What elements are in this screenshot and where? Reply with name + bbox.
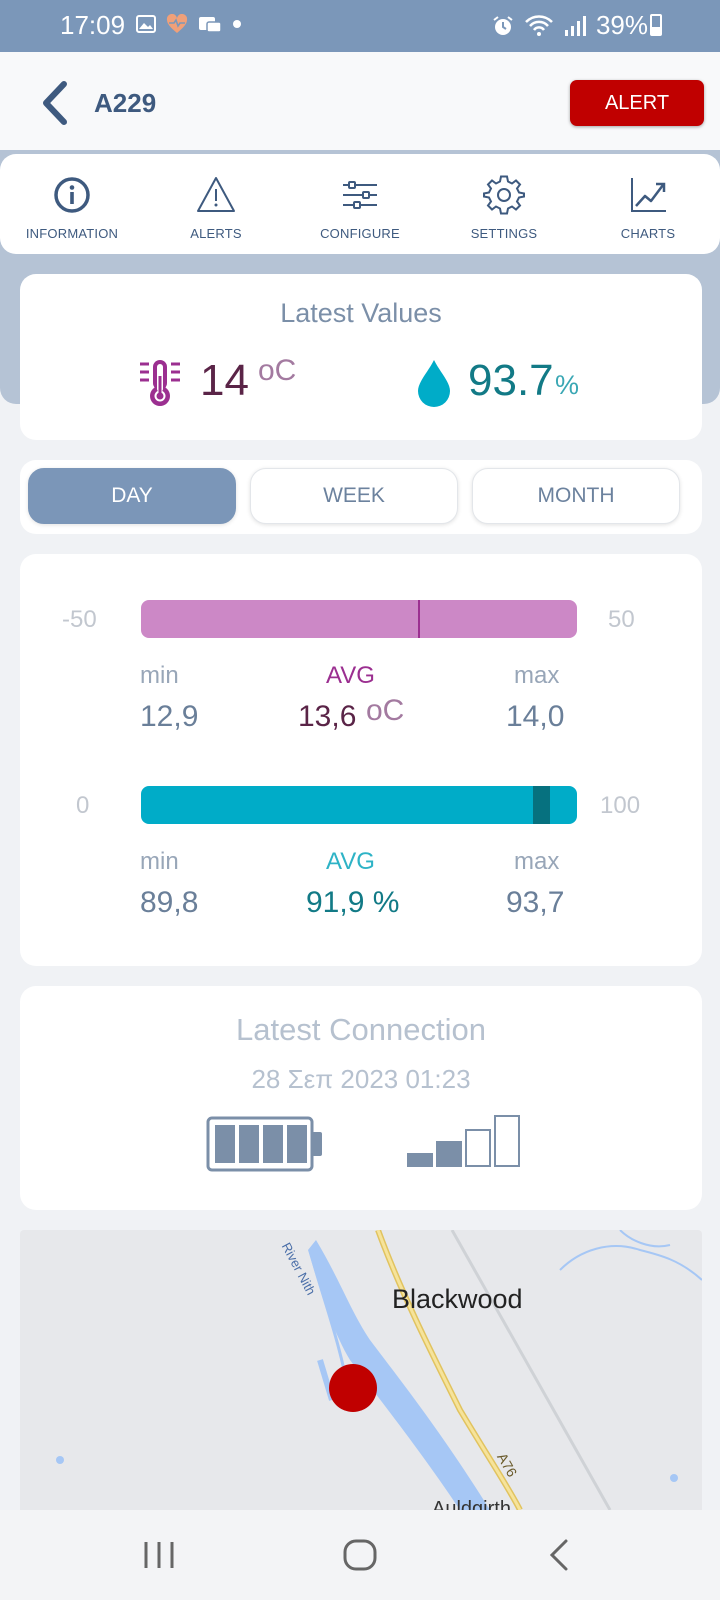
water-drop-icon xyxy=(418,360,450,407)
message-icon xyxy=(199,17,222,33)
temp-range-min: -50 xyxy=(62,606,97,633)
temp-min-label: min xyxy=(140,662,179,689)
wifi-icon xyxy=(525,14,553,36)
temp-range-max: 50 xyxy=(608,606,635,633)
warning-icon xyxy=(197,177,235,212)
temperature-range-bar xyxy=(141,600,577,638)
system-nav-bar xyxy=(0,1510,720,1600)
chart-icon xyxy=(631,178,666,212)
dot-icon xyxy=(233,20,241,28)
humidity-unit: % xyxy=(555,370,580,400)
sliders-icon xyxy=(343,181,377,209)
gear-icon xyxy=(483,175,525,215)
temp-max-label: max xyxy=(514,662,560,689)
period-week-button[interactable]: WEEK xyxy=(250,468,458,524)
hum-min-label: min xyxy=(140,848,179,875)
temperature-value: 14 xyxy=(200,356,249,405)
latest-values-card: Latest Values 14 oC 93.7 % xyxy=(20,274,702,440)
battery-icon xyxy=(650,14,662,36)
alert-button[interactable]: ALERT xyxy=(570,80,704,126)
battery-percent: 39% xyxy=(595,10,648,40)
status-bar: 17:09 39% xyxy=(0,0,720,52)
gallery-icon xyxy=(136,15,156,33)
alarm-icon xyxy=(493,15,513,35)
tab-label: SETTINGS xyxy=(470,226,538,241)
latest-connection-card: Latest Connection 28 Σεπ 2023 01:23 xyxy=(20,986,702,1210)
map-place-auldgirth: Auldgirth xyxy=(432,1498,511,1510)
recent-apps-icon[interactable] xyxy=(134,1532,184,1578)
app-header: A229 ALERT xyxy=(0,52,720,152)
status-time: 17:09 xyxy=(60,10,126,40)
humidity-value: 93.7 xyxy=(468,356,554,405)
location-map[interactable]: Blackwood Auldgirth River Nith A76 xyxy=(20,1230,702,1510)
humidity-range-marker xyxy=(532,786,550,824)
tab-bar: INFORMATION ALERTS CONFIGURE SETTINGS CH… xyxy=(0,154,720,254)
temp-max-value: 14,0 xyxy=(506,700,565,733)
page-title: A229 xyxy=(94,88,157,118)
thermometer-icon xyxy=(140,360,180,406)
hum-max-label: max xyxy=(514,848,560,875)
latest-connection-date: 28 Σεπ 2023 01:23 xyxy=(251,1064,471,1094)
period-day-button[interactable]: DAY xyxy=(28,468,236,524)
health-icon xyxy=(166,14,188,33)
tab-configure[interactable]: CONFIGURE xyxy=(288,154,432,254)
cell-signal-icon xyxy=(564,15,586,36)
tab-label: INFORMATION xyxy=(25,226,119,241)
tab-label: ALERTS xyxy=(190,226,242,241)
temp-avg-label: AVG xyxy=(326,662,375,689)
tab-settings[interactable]: SETTINGS xyxy=(432,154,576,254)
temperature-unit: oC xyxy=(258,354,297,387)
latest-connection-title: Latest Connection xyxy=(236,1012,486,1047)
tab-label: CONFIGURE xyxy=(320,226,400,241)
period-selector: DAY WEEK MONTH xyxy=(20,460,702,534)
period-month-button[interactable]: MONTH xyxy=(472,468,680,524)
tab-label: CHARTS xyxy=(620,226,676,241)
device-signal-icon xyxy=(407,1115,520,1167)
temp-min-value: 12,9 xyxy=(140,700,199,733)
stats-card: -50 50 min AVG max 12,9 13,6 oC 14,0 0 1… xyxy=(20,554,702,966)
hum-range-min: 0 xyxy=(76,792,90,819)
hum-max-value: 93,7 xyxy=(506,886,565,919)
temp-avg-unit: oC xyxy=(366,694,405,727)
map-place-blackwood: Blackwood xyxy=(392,1284,523,1314)
hum-min-value: 89,8 xyxy=(140,886,199,919)
hum-avg-label: AVG xyxy=(326,848,375,875)
map-graphic xyxy=(56,1230,702,1510)
humidity-range-bar xyxy=(141,786,577,824)
tab-charts[interactable]: CHARTS xyxy=(576,154,720,254)
temperature-avg-marker xyxy=(418,600,421,638)
device-battery-icon xyxy=(206,1116,322,1172)
tab-information[interactable]: INFORMATION xyxy=(0,154,144,254)
latest-values-title: Latest Values xyxy=(280,298,442,328)
back-button[interactable] xyxy=(36,78,76,128)
hum-range-max: 100 xyxy=(600,792,641,819)
info-icon xyxy=(54,177,90,213)
hum-avg-value: 91,9 % xyxy=(306,886,400,919)
temp-avg-value: 13,6 xyxy=(298,700,357,733)
tab-alerts[interactable]: ALERTS xyxy=(144,154,288,254)
home-icon[interactable] xyxy=(335,1532,385,1578)
back-nav-icon[interactable] xyxy=(536,1532,586,1578)
